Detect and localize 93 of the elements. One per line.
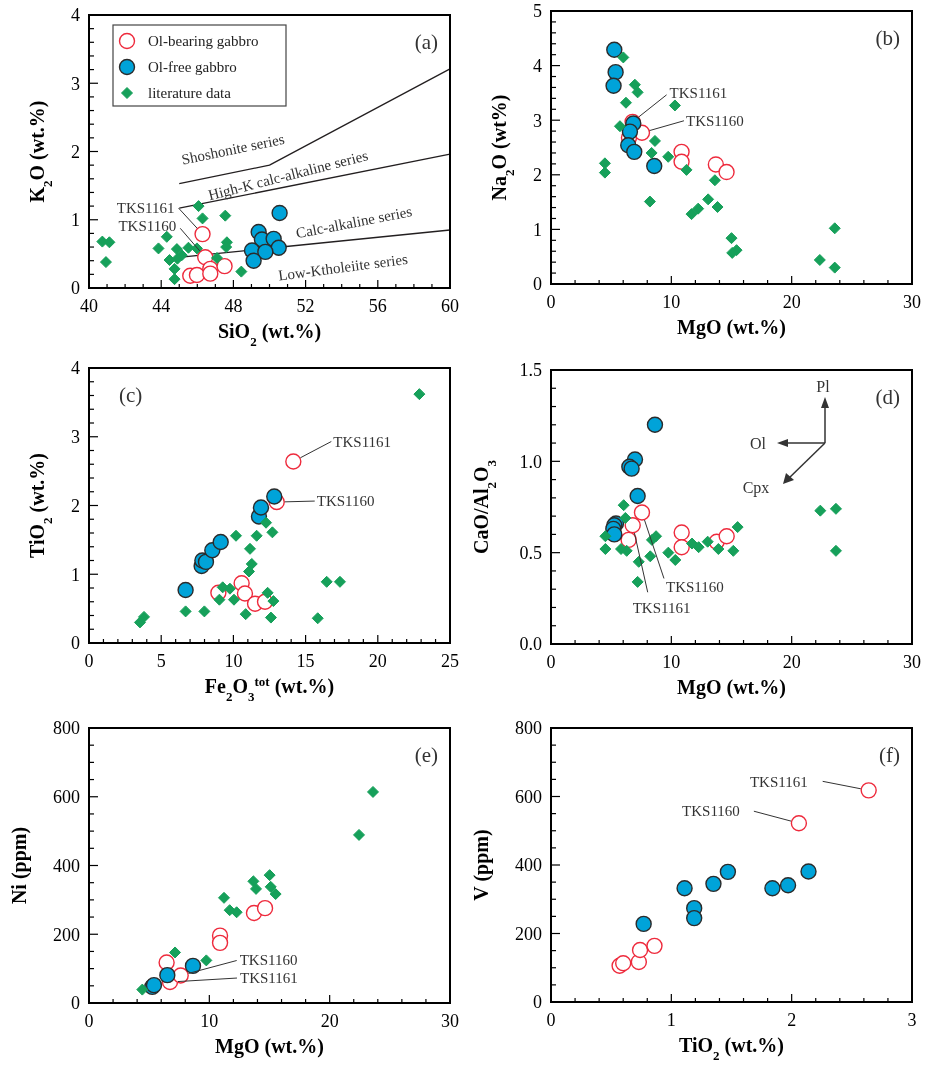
y-tick-label: 400 [515, 855, 542, 876]
annotation: TKS1160 [118, 218, 177, 235]
x-axis-title: TiO$_{2}$ (wt.%) [678, 1034, 785, 1063]
annotation: Ol [750, 435, 767, 452]
x-axis-title: Fe$_{2}$O$_{3}$$^{tot}$ (wt.%) [204, 673, 335, 704]
x-tick-label: 30 [441, 1011, 459, 1031]
annotation: TKS1160 [239, 951, 298, 968]
y-tick-label: 0.0 [519, 634, 542, 655]
annotation: TKS1160 [316, 493, 375, 510]
annotation: TKS1160 [685, 112, 744, 129]
x-tick-label: 0 [546, 292, 556, 312]
x-axis-title: MgO (wt.%) [677, 316, 786, 339]
y-tick-label: 0 [71, 633, 80, 654]
annotation: Calc-alkaline series [294, 203, 414, 242]
y-tick-label: 1 [533, 219, 542, 240]
y-tick-label: 400 [53, 855, 80, 876]
x-tick-label: 2 [787, 1010, 797, 1030]
x-tick-label: 0 [546, 652, 556, 672]
y-tick-label: 800 [515, 718, 542, 739]
y-tick-label: 1.5 [519, 360, 542, 381]
legend-label: literature data [148, 85, 232, 102]
y-tick-label: 1.0 [519, 451, 542, 472]
annotation: TKS1161 [749, 774, 808, 791]
x-tick-label: 40 [80, 296, 98, 316]
x-tick-label: 30 [903, 652, 921, 672]
x-tick-label: 1 [666, 1010, 676, 1030]
annotation: Low-Ktholeiite series [277, 250, 409, 284]
annotation: Shoshonite series [180, 130, 287, 168]
annotation: Cpx [742, 479, 770, 497]
x-tick-label: 10 [662, 292, 681, 312]
y-tick-label: 600 [53, 787, 80, 808]
y-tick-label: 200 [53, 924, 80, 945]
x-tick-label: 10 [200, 1011, 219, 1031]
x-axis-title: MgO (wt.%) [677, 676, 786, 699]
x-tick-label: 44 [152, 296, 171, 316]
x-tick-label: 15 [296, 651, 315, 671]
y-tick-label: 200 [515, 923, 542, 944]
y-tick-label: 0 [533, 992, 542, 1013]
y-axis-title: V (ppm) [470, 829, 493, 901]
annotation: TKS1161 [669, 84, 728, 101]
text: (f) [879, 743, 900, 767]
annotation: TKS1160 [665, 579, 724, 596]
text: (b) [875, 26, 900, 50]
y-tick-label: 3 [533, 110, 542, 131]
text: (a) [414, 30, 438, 54]
y-tick-label: 4 [71, 358, 80, 379]
legend-label: Ol-bearing gabbro [148, 33, 259, 50]
x-tick-label: 30 [903, 292, 921, 312]
y-tick-label: 5 [533, 1, 542, 22]
y-tick-label: 0 [533, 274, 542, 295]
text: (e) [414, 743, 438, 767]
x-tick-label: 10 [662, 652, 681, 672]
y-tick-label: 2 [533, 165, 542, 186]
y-tick-label: 3 [71, 427, 80, 448]
x-axis-title: SiO$_{2}$ (wt.%) [217, 320, 322, 349]
y-tick-label: 4 [533, 55, 542, 76]
annotation: TKS1161 [116, 200, 175, 217]
y-tick-label: 4 [71, 5, 80, 26]
y-tick-label: 2 [71, 495, 80, 516]
y-tick-label: 3 [71, 73, 80, 94]
legend-label: Ol-free gabbro [148, 59, 237, 76]
annotation: TKS1161 [632, 600, 691, 617]
x-tick-label: 52 [296, 296, 315, 316]
x-tick-label: 48 [224, 296, 243, 316]
x-tick-label: 20 [782, 292, 801, 312]
y-tick-label: 1 [71, 564, 80, 585]
x-tick-label: 10 [224, 651, 243, 671]
x-tick-label: 0 [546, 1010, 556, 1030]
y-tick-label: 0 [71, 278, 80, 299]
x-tick-label: 3 [907, 1010, 917, 1030]
x-axis-title: MgO (wt.%) [215, 1035, 324, 1058]
x-tick-label: 5 [156, 651, 166, 671]
x-tick-label: 0 [84, 1011, 94, 1031]
text: (c) [119, 383, 143, 407]
annotation: Pl [816, 378, 831, 395]
x-tick-label: 20 [320, 1011, 339, 1031]
x-tick-label: 20 [782, 652, 801, 672]
x-tick-label: 0 [84, 651, 94, 671]
annotation: TKS1160 [682, 803, 740, 820]
annotation: TKS1161 [333, 433, 392, 450]
x-tick-label: 20 [368, 651, 387, 671]
y-tick-label: 600 [515, 786, 542, 807]
y-tick-label: 0 [71, 993, 80, 1014]
y-tick-label: 1 [71, 210, 80, 231]
x-tick-label: 56 [368, 296, 387, 316]
y-tick-label: 0.5 [519, 542, 542, 563]
y-axis-title: Ni (ppm) [8, 826, 31, 905]
y-tick-label: 2 [71, 141, 80, 162]
x-tick-label: 60 [441, 296, 459, 316]
annotation: TKS1161 [239, 970, 298, 987]
x-tick-label: 25 [441, 651, 459, 671]
y-tick-label: 800 [53, 718, 80, 739]
text: (d) [875, 385, 900, 409]
